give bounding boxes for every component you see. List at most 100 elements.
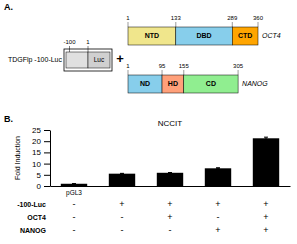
error-cap bbox=[168, 173, 172, 174]
domain bbox=[162, 75, 184, 93]
domain-tick-label: 95 bbox=[159, 63, 166, 69]
gene-name: NANOG bbox=[242, 80, 268, 87]
y-tick-mark bbox=[44, 164, 50, 165]
row-sign: - bbox=[121, 225, 124, 235]
error-cap bbox=[264, 139, 268, 140]
domain-tick-label: 289 bbox=[227, 15, 238, 21]
construct-tick-label: -100 bbox=[63, 39, 76, 45]
domain bbox=[128, 75, 162, 93]
domain-tick bbox=[238, 70, 239, 75]
domain-label: CTD bbox=[238, 32, 252, 39]
construct-frame bbox=[64, 49, 112, 71]
bar bbox=[157, 173, 183, 186]
domain bbox=[184, 75, 238, 93]
error-cap bbox=[72, 183, 76, 184]
panel-label: A. bbox=[4, 2, 13, 12]
row-sign: + bbox=[263, 212, 268, 222]
plus-sign: + bbox=[116, 51, 124, 66]
bar bbox=[205, 168, 231, 186]
row-sign: + bbox=[119, 199, 124, 209]
y-tick-mark bbox=[44, 130, 50, 131]
row-sign: - bbox=[217, 212, 220, 222]
promoter-box bbox=[66, 52, 88, 68]
x-axis-line bbox=[51, 186, 291, 187]
domain-tick bbox=[175, 22, 176, 27]
row-sign: - bbox=[73, 199, 76, 209]
y-tick-label: 15 bbox=[32, 148, 41, 157]
domain-tick bbox=[258, 22, 259, 27]
error-cap bbox=[264, 137, 268, 138]
y-tick: 15 bbox=[32, 148, 50, 157]
y-tick: 10 bbox=[32, 160, 50, 169]
y-tick-label: 5 bbox=[37, 171, 42, 180]
domain-label: HD bbox=[168, 80, 178, 87]
bar bbox=[109, 174, 135, 186]
error-cap bbox=[168, 172, 172, 173]
row-sign: + bbox=[215, 199, 220, 209]
y-tick: 0 bbox=[37, 182, 50, 191]
row-sign: - bbox=[169, 225, 172, 235]
y-tick-label: 0 bbox=[37, 182, 42, 191]
chart-title: NCCIT bbox=[158, 119, 183, 128]
domain-tick-label: 1 bbox=[126, 15, 130, 21]
x-tick: pGL3 bbox=[66, 186, 82, 197]
y-tick: 25 bbox=[32, 126, 50, 135]
row-sign: + bbox=[263, 199, 268, 209]
y-axis-title: Fold Induction bbox=[14, 136, 21, 180]
domain-label: CD bbox=[206, 80, 216, 87]
domain-tick-label: 360 bbox=[253, 15, 264, 21]
gene-name: OCT4 bbox=[262, 32, 281, 39]
luc-box bbox=[88, 52, 110, 68]
error-cap bbox=[216, 167, 220, 168]
plot-area bbox=[61, 137, 279, 186]
y-tick-mark bbox=[44, 186, 50, 187]
row-sign: + bbox=[167, 199, 172, 209]
row-sign: - bbox=[121, 212, 124, 222]
construct-name: TDGFlp -100-Luc bbox=[8, 56, 63, 64]
x-axis: pGL3 bbox=[51, 186, 291, 197]
y-axis-line bbox=[50, 131, 51, 187]
domain-tick bbox=[128, 22, 129, 27]
domain-tick-label: 133 bbox=[171, 15, 182, 21]
row-label: NANOG bbox=[20, 227, 47, 234]
error-cap bbox=[120, 173, 124, 174]
domain-tick bbox=[128, 70, 129, 75]
y-tick-mark bbox=[44, 175, 50, 176]
row-sign: + bbox=[215, 225, 220, 235]
y-tick-mark bbox=[44, 152, 50, 153]
y-tick: 5 bbox=[37, 171, 50, 180]
domain-tick-label: 305 bbox=[233, 63, 244, 69]
domain-tick bbox=[232, 22, 233, 27]
error-cap bbox=[120, 174, 124, 175]
x-tick-label: pGL3 bbox=[66, 189, 82, 197]
row-sign: - bbox=[73, 212, 76, 222]
domain-label: DBD bbox=[196, 32, 211, 39]
domain-tick-label: 1 bbox=[126, 63, 130, 69]
domain-tick bbox=[162, 70, 163, 75]
row-label: -100-Luc bbox=[17, 201, 46, 208]
panel-label: B. bbox=[4, 114, 13, 124]
y-tick-label: 20 bbox=[32, 137, 41, 146]
row-sign: + bbox=[263, 225, 268, 235]
error-cap bbox=[216, 168, 220, 169]
construct-tick-label: 1 bbox=[86, 39, 90, 45]
domain bbox=[232, 27, 258, 45]
y-tick-mark bbox=[44, 141, 50, 142]
figure: 0510152025pGL3Fold InductionNCCITB.-100-… bbox=[0, 0, 297, 244]
bar bbox=[253, 138, 279, 186]
domain bbox=[176, 27, 232, 45]
y-tick: 20 bbox=[32, 137, 50, 146]
domain-label: ND bbox=[140, 80, 150, 87]
construct-tick bbox=[69, 46, 70, 52]
construct-tick bbox=[88, 46, 89, 52]
y-tick-label: 25 bbox=[32, 126, 41, 135]
domain bbox=[128, 27, 176, 45]
domain-label: NTD bbox=[145, 32, 159, 39]
row-label: OCT4 bbox=[27, 214, 46, 221]
domain-row: NTD DBD CTD 1 133 289 360 OCT4 bbox=[126, 15, 280, 45]
row-sign: - bbox=[73, 225, 76, 235]
bar bbox=[61, 184, 87, 186]
domain-row: NDHDCD195155305NANOG bbox=[126, 63, 268, 93]
row-sign: + bbox=[167, 212, 172, 222]
luc-label: Luc bbox=[94, 56, 105, 63]
